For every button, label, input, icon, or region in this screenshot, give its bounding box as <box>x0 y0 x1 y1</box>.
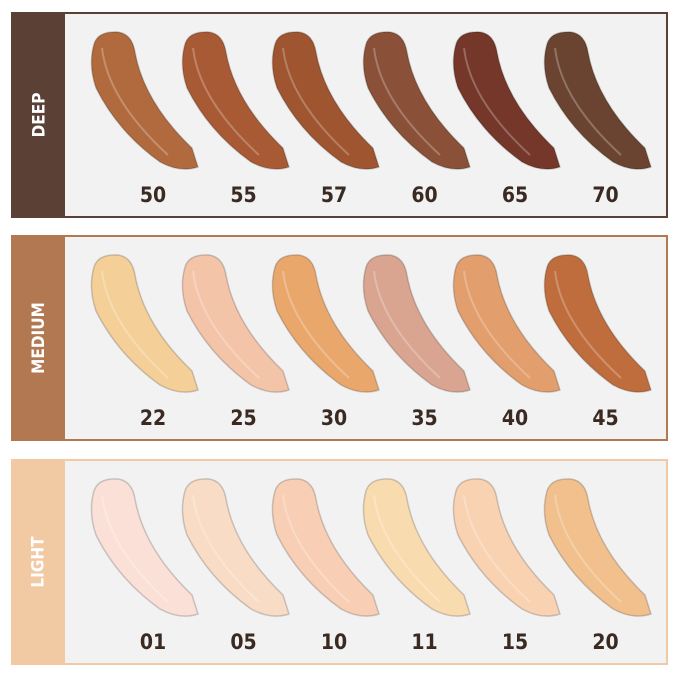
shade-swatch[interactable] <box>360 253 475 403</box>
shade-number: 57 <box>320 183 348 207</box>
shade-number: 50 <box>139 183 167 207</box>
shade-number: 05 <box>230 630 257 654</box>
shade-swatch[interactable] <box>360 477 475 627</box>
shade-number: 65 <box>501 183 529 207</box>
shade-group-deep: DEEP 50 55 57 60 65 70 <box>11 12 668 218</box>
group-label-text: DEEP <box>29 92 49 138</box>
shade-group-light: LIGHT 01 05 10 11 15 20 <box>11 459 668 665</box>
shade-number: 45 <box>592 406 619 430</box>
shade-swatch[interactable] <box>269 477 384 627</box>
shade-number: 35 <box>411 406 438 430</box>
shade-number: 15 <box>501 630 529 654</box>
shade-swatch[interactable] <box>88 477 203 627</box>
shade-number: 40 <box>501 406 529 430</box>
shade-number: 01 <box>139 630 167 654</box>
shade-swatch[interactable] <box>269 253 384 403</box>
shade-number: 22 <box>139 406 167 430</box>
shade-group-medium: MEDIUM 22 25 30 35 40 45 <box>11 235 668 441</box>
group-label: DEEP <box>13 14 65 216</box>
shade-swatch[interactable] <box>179 253 294 403</box>
shade-swatch[interactable] <box>450 253 565 403</box>
shade-number: 70 <box>592 183 619 207</box>
shade-number: 10 <box>320 630 348 654</box>
shade-swatch[interactable] <box>269 30 384 180</box>
shade-number: 60 <box>411 183 438 207</box>
group-label: LIGHT <box>13 461 65 663</box>
shade-swatch[interactable] <box>179 30 294 180</box>
shade-swatch[interactable] <box>450 477 565 627</box>
shade-swatch[interactable] <box>541 253 656 403</box>
shade-number: 11 <box>411 630 438 654</box>
shade-number: 55 <box>230 183 257 207</box>
shade-swatch[interactable] <box>541 30 656 180</box>
shade-swatch[interactable] <box>360 30 475 180</box>
shade-swatch[interactable] <box>88 253 203 403</box>
group-label: MEDIUM <box>13 237 65 439</box>
shade-swatch[interactable] <box>541 477 656 627</box>
group-label-text: LIGHT <box>29 536 49 588</box>
shade-swatch[interactable] <box>179 477 294 627</box>
shade-swatch[interactable] <box>88 30 203 180</box>
shade-number: 25 <box>230 406 257 430</box>
shade-number: 30 <box>320 406 348 430</box>
group-label-text: MEDIUM <box>29 302 50 374</box>
shade-swatch[interactable] <box>450 30 565 180</box>
shade-number: 20 <box>592 630 619 654</box>
